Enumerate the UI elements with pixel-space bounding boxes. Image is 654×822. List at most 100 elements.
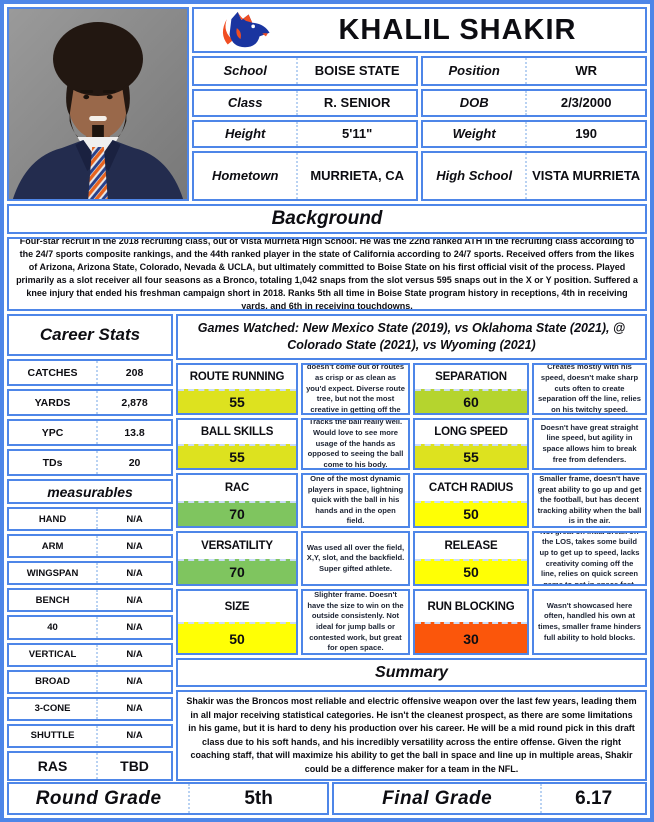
measurable-value: N/A xyxy=(126,676,143,688)
grade-cell: 50 xyxy=(415,558,527,584)
info-label: Position xyxy=(423,58,528,84)
skill-size: SIZE 50 xyxy=(176,589,298,655)
background-title: Background xyxy=(7,204,647,234)
measurable-label: BROAD xyxy=(9,671,99,692)
measurable-value: N/A xyxy=(126,621,143,633)
info-row: Height 5'11" Weight 190 xyxy=(192,120,647,148)
skill-desc: Wasn't showcased here often, handled his… xyxy=(532,589,647,655)
skill-desc: Doesn't have great straight line speed, … xyxy=(532,418,647,470)
skill-separation: SEPARATION 60 xyxy=(413,363,529,415)
skill-rac: RAC 70 xyxy=(176,473,298,528)
measurable-row: 3-CONE N/A xyxy=(7,696,173,721)
stat-value: 13.8 xyxy=(124,426,145,439)
stat-row: CATCHES 208 xyxy=(7,359,173,386)
measurable-value: N/A xyxy=(126,703,143,715)
measurable-value: N/A xyxy=(126,540,143,552)
skill-desc: Smaller frame, doesn't have great abilit… xyxy=(532,473,647,528)
skill-versatility: VERSATILITY 70 xyxy=(176,531,298,586)
grade-cell: 50 xyxy=(178,622,296,653)
skill-desc: Was used all over the field, X,Y, slot, … xyxy=(301,531,410,586)
ras-label: RAS xyxy=(9,752,99,779)
player-photo xyxy=(7,7,189,201)
measurable-label: 3-CONE xyxy=(9,698,99,719)
grade-cell: 70 xyxy=(178,500,296,526)
grade-cell: 55 xyxy=(415,444,527,468)
info-value: 2/3/2000 xyxy=(560,94,612,110)
measurable-row: SHUTTLE N/A xyxy=(7,723,173,748)
skill-row: SIZE 50 Slighter frame. Doesn't have the … xyxy=(176,589,647,655)
skill-row: BALL SKILLS 55 Tracks the ball really wel… xyxy=(176,418,647,470)
measurable-row: ARM N/A xyxy=(7,534,173,559)
grade-cell: 60 xyxy=(415,389,527,413)
skill-long-speed: LONG SPEED 55 xyxy=(413,418,529,470)
footer-grades: Round Grade 5th Final Grade 6.17 xyxy=(7,782,647,815)
measurable-row: 40 N/A xyxy=(7,615,173,640)
measurable-label: HAND xyxy=(9,509,99,530)
stat-label: YPC xyxy=(9,421,99,444)
grade-cell: 70 xyxy=(178,558,296,584)
info-value: R. SENIOR xyxy=(323,94,391,110)
measurable-value: N/A xyxy=(126,513,143,525)
info-label: High School xyxy=(423,153,528,199)
info-value: MURRIETA, CA xyxy=(310,167,404,183)
measurable-label: SHUTTLE xyxy=(9,725,99,746)
info-row: School BOISE STATE Position WR xyxy=(192,56,647,86)
info-row: Hometown MURRIETA, CA High School VISTA MU… xyxy=(192,151,647,201)
background-text: Four-star recruit in the 2018 recruiting… xyxy=(7,237,647,311)
round-grade-value: 5th xyxy=(244,787,273,809)
measurable-value: N/A xyxy=(126,649,143,661)
skill-desc: Slighter frame. Doesn't have the size to… xyxy=(301,589,410,655)
skill-row: RAC 70 One of the most dynamic players in… xyxy=(176,473,647,528)
info-value: BOISE STATE xyxy=(314,62,400,78)
measurable-row: BENCH N/A xyxy=(7,588,173,613)
ras-value: TBD xyxy=(120,757,149,774)
measurable-row: WINGSPAN N/A xyxy=(7,561,173,586)
skill-route-running: ROUTE RUNNING 55 xyxy=(176,363,298,415)
stats-column: Career Stats CATCHES 208 YARDS 2,878 YPC 13… xyxy=(7,314,173,781)
measurables-title: measurables xyxy=(7,479,173,504)
skill-ball-skills: BALL SKILLS 55 xyxy=(176,418,298,470)
measurable-row: BROAD N/A xyxy=(7,669,173,694)
info-value: WR xyxy=(575,62,597,78)
measurable-label: WINGSPAN xyxy=(9,563,99,584)
measurable-value: N/A xyxy=(126,730,143,742)
summary-text: Shakir was the Broncos most reliable and… xyxy=(176,690,647,781)
stat-value: 208 xyxy=(125,366,144,379)
measurable-value: N/A xyxy=(126,594,143,606)
measurable-label: 40 xyxy=(9,617,99,638)
round-grade-label: Round Grade xyxy=(9,784,191,813)
skill-run-blocking: RUN BLOCKING 30 xyxy=(413,589,529,655)
grade-cell: 55 xyxy=(178,389,296,413)
ras-row: RAS TBD xyxy=(7,750,173,781)
info-label: School xyxy=(194,58,299,84)
games-watched: Games Watched: New Mexico State (2019), … xyxy=(176,314,647,360)
info-label: DOB xyxy=(423,91,528,115)
info-label: Hometown xyxy=(194,153,299,199)
measurable-row: HAND N/A xyxy=(7,507,173,532)
stat-value: 20 xyxy=(128,456,141,469)
skill-desc: Creates mostly with his speed, doesn't m… xyxy=(532,363,647,415)
stat-row: TDs 20 xyxy=(7,449,173,476)
skill-desc: Great feet in space but doesn't come out… xyxy=(301,363,410,415)
grade-cell: 50 xyxy=(415,500,527,526)
grade-cell: 30 xyxy=(415,622,527,653)
info-value: 5'11" xyxy=(342,125,373,141)
player-info-table: School BOISE STATE Position WR Class R. SEN… xyxy=(192,56,647,201)
info-label: Class xyxy=(194,91,299,115)
player-name: KHALIL SHAKIR xyxy=(338,13,577,46)
skill-row: VERSATILITY 70 Was used all over the fiel… xyxy=(176,531,647,586)
measurable-label: ARM xyxy=(9,536,99,557)
summary-title: Summary xyxy=(176,658,647,687)
measurable-label: BENCH xyxy=(9,590,99,611)
header-section: KHALIL SHAKIR School BOISE STATE Position… xyxy=(7,7,647,201)
stat-label: TDs xyxy=(9,451,99,474)
skill-desc: Tracks the ball really well. Would love … xyxy=(301,418,410,470)
player-headshot-image xyxy=(9,9,187,199)
stat-row: YARDS 2,878 xyxy=(7,389,173,416)
stat-row: YPC 13.8 xyxy=(7,419,173,446)
final-grade-value: 6.17 xyxy=(575,787,613,809)
skill-release: RELEASE 50 xyxy=(413,531,529,586)
info-value: 190 xyxy=(575,125,597,141)
